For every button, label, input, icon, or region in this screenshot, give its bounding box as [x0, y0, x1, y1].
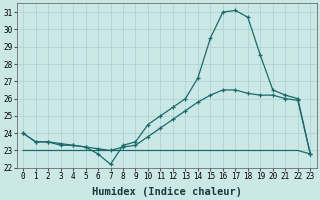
X-axis label: Humidex (Indice chaleur): Humidex (Indice chaleur)	[92, 186, 242, 197]
